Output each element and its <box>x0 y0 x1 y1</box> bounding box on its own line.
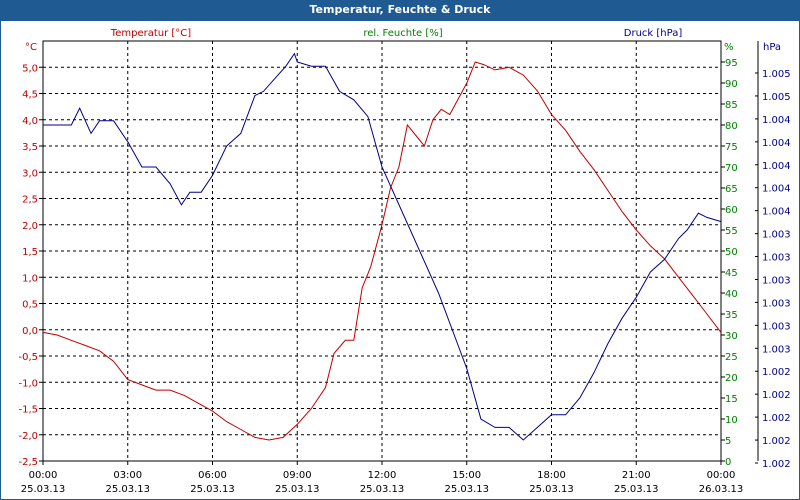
chart-title: Temperatur, Feuchte & Druck <box>0 0 800 20</box>
humidity-tick-label: 65 <box>725 184 738 195</box>
x-tick-time-label: 18:00 <box>537 470 566 481</box>
temp-tick-label: -2,5 <box>18 457 38 468</box>
x-tick-date-label: 26.03.13 <box>699 484 744 495</box>
x-tick-time-label: 00:00 <box>29 470 58 481</box>
x-tick-time-label: 00:00 <box>707 470 736 481</box>
humidity-axis-title: rel. Feuchte [%] <box>363 28 442 39</box>
humidity-tick-label: 10 <box>725 415 738 426</box>
x-tick-date-label: 25.03.13 <box>105 484 150 495</box>
humidity-tick-label: 50 <box>725 247 738 258</box>
humidity-tick-label: 60 <box>725 205 738 216</box>
humidity-tick-label: 30 <box>725 331 738 342</box>
pressure-tick-label: 1.002 <box>762 436 791 447</box>
temp-tick-label: -1,5 <box>18 405 38 416</box>
humidity-tick-label: 85 <box>725 100 738 111</box>
pressure-unit-label: hPa <box>763 42 781 53</box>
pressure-tick-label: 1.003 <box>762 253 791 264</box>
x-tick-date-label: 25.03.13 <box>190 484 235 495</box>
pressure-tick-label: 1.005 <box>762 92 791 103</box>
temp-tick-label: 4,0 <box>22 116 38 127</box>
humidity-tick-label: 80 <box>725 121 738 132</box>
x-tick-date-label: 25.03.13 <box>21 484 66 495</box>
humidity-tick-label: 35 <box>725 310 738 321</box>
pressure-tick-label: 1.004 <box>762 115 791 126</box>
humidity-tick-label: 95 <box>725 58 738 69</box>
temp-tick-label: -1,0 <box>18 378 38 389</box>
x-tick-date-label: 25.03.13 <box>529 484 574 495</box>
humidity-tick-label: 90 <box>725 79 738 90</box>
x-tick-date-label: 25.03.13 <box>275 484 320 495</box>
x-tick-date-label: 25.03.13 <box>614 484 659 495</box>
x-tick-time-label: 12:00 <box>368 470 397 481</box>
pressure-tick-label: 1.003 <box>762 230 791 241</box>
pressure-tick-label: 1.003 <box>762 298 791 309</box>
humidity-unit-label: % <box>724 42 734 53</box>
temp-axis-title: Temperatur [°C] <box>110 28 191 39</box>
pressure-tick-label: 1.003 <box>762 275 791 286</box>
chart-frame: 00:00 25.03.13 03:00 25.03.13 06:00 25.03.13 0… <box>0 20 800 500</box>
temp-unit-label: °C <box>25 42 37 53</box>
pressure-tick-label: 1.002 <box>762 413 791 424</box>
humidity-tick-label: 40 <box>725 289 738 300</box>
temp-tick-label: 0,5 <box>22 300 38 311</box>
x-tick-time-label: 15:00 <box>452 470 481 481</box>
pressure-tick-label: 1.002 <box>762 459 791 470</box>
pressure-tick-label: 1.004 <box>762 184 791 195</box>
pressure-tick-label: 1.002 <box>762 367 791 378</box>
plot-area-border <box>42 40 722 462</box>
temp-tick-label: 2,0 <box>22 221 38 232</box>
series-line-humidity <box>43 52 722 441</box>
temp-tick-label: 0,0 <box>22 326 38 337</box>
humidity-tick-label: 20 <box>725 373 738 384</box>
pressure-tick-label: 1.003 <box>762 344 791 355</box>
x-tick-date-label: 25.03.13 <box>444 484 489 495</box>
humidity-tick-label: 55 <box>725 226 738 237</box>
x-tick-time-label: 09:00 <box>283 470 312 481</box>
humidity-tick-label: 15 <box>725 394 738 405</box>
x-tick-time-label: 06:00 <box>198 470 227 481</box>
temp-tick-label: 2,5 <box>22 195 38 206</box>
pressure-axis-title: Druck [hPa] <box>624 28 683 39</box>
pressure-tick-label: 1.004 <box>762 138 791 149</box>
humidity-tick-label: 5 <box>725 436 731 447</box>
temp-tick-label: 4,5 <box>22 90 38 101</box>
humidity-tick-label: 45 <box>725 268 738 279</box>
temp-tick-label: 3,0 <box>22 168 38 179</box>
series-line-temperature <box>42 61 722 441</box>
temp-tick-label: 5,0 <box>22 63 38 74</box>
temp-tick-label: 3,5 <box>22 142 38 153</box>
pressure-tick-label: 1.005 <box>762 69 791 80</box>
humidity-tick-label: 70 <box>725 163 738 174</box>
x-tick-time-label: 03:00 <box>113 470 142 481</box>
pressure-tick-label: 1.002 <box>762 390 791 401</box>
temp-tick-label: -0,5 <box>18 352 38 363</box>
temp-tick-label: -2,0 <box>18 431 38 442</box>
pressure-tick-label: 1.004 <box>762 161 791 172</box>
chart-canvas: 00:00 25.03.13 03:00 25.03.13 06:00 25.03.13 0… <box>18 28 791 495</box>
temp-tick-label: 1,0 <box>22 273 38 284</box>
x-tick-time-label: 21:00 <box>622 470 651 481</box>
x-tick-date-label: 25.03.13 <box>360 484 405 495</box>
humidity-tick-label: 25 <box>725 352 738 363</box>
humidity-tick-label: 0 <box>725 457 731 468</box>
humidity-tick-label: 75 <box>725 142 738 153</box>
temp-tick-label: 1,5 <box>22 247 38 258</box>
pressure-tick-label: 1.003 <box>762 321 791 332</box>
pressure-tick-label: 1.004 <box>762 207 791 218</box>
